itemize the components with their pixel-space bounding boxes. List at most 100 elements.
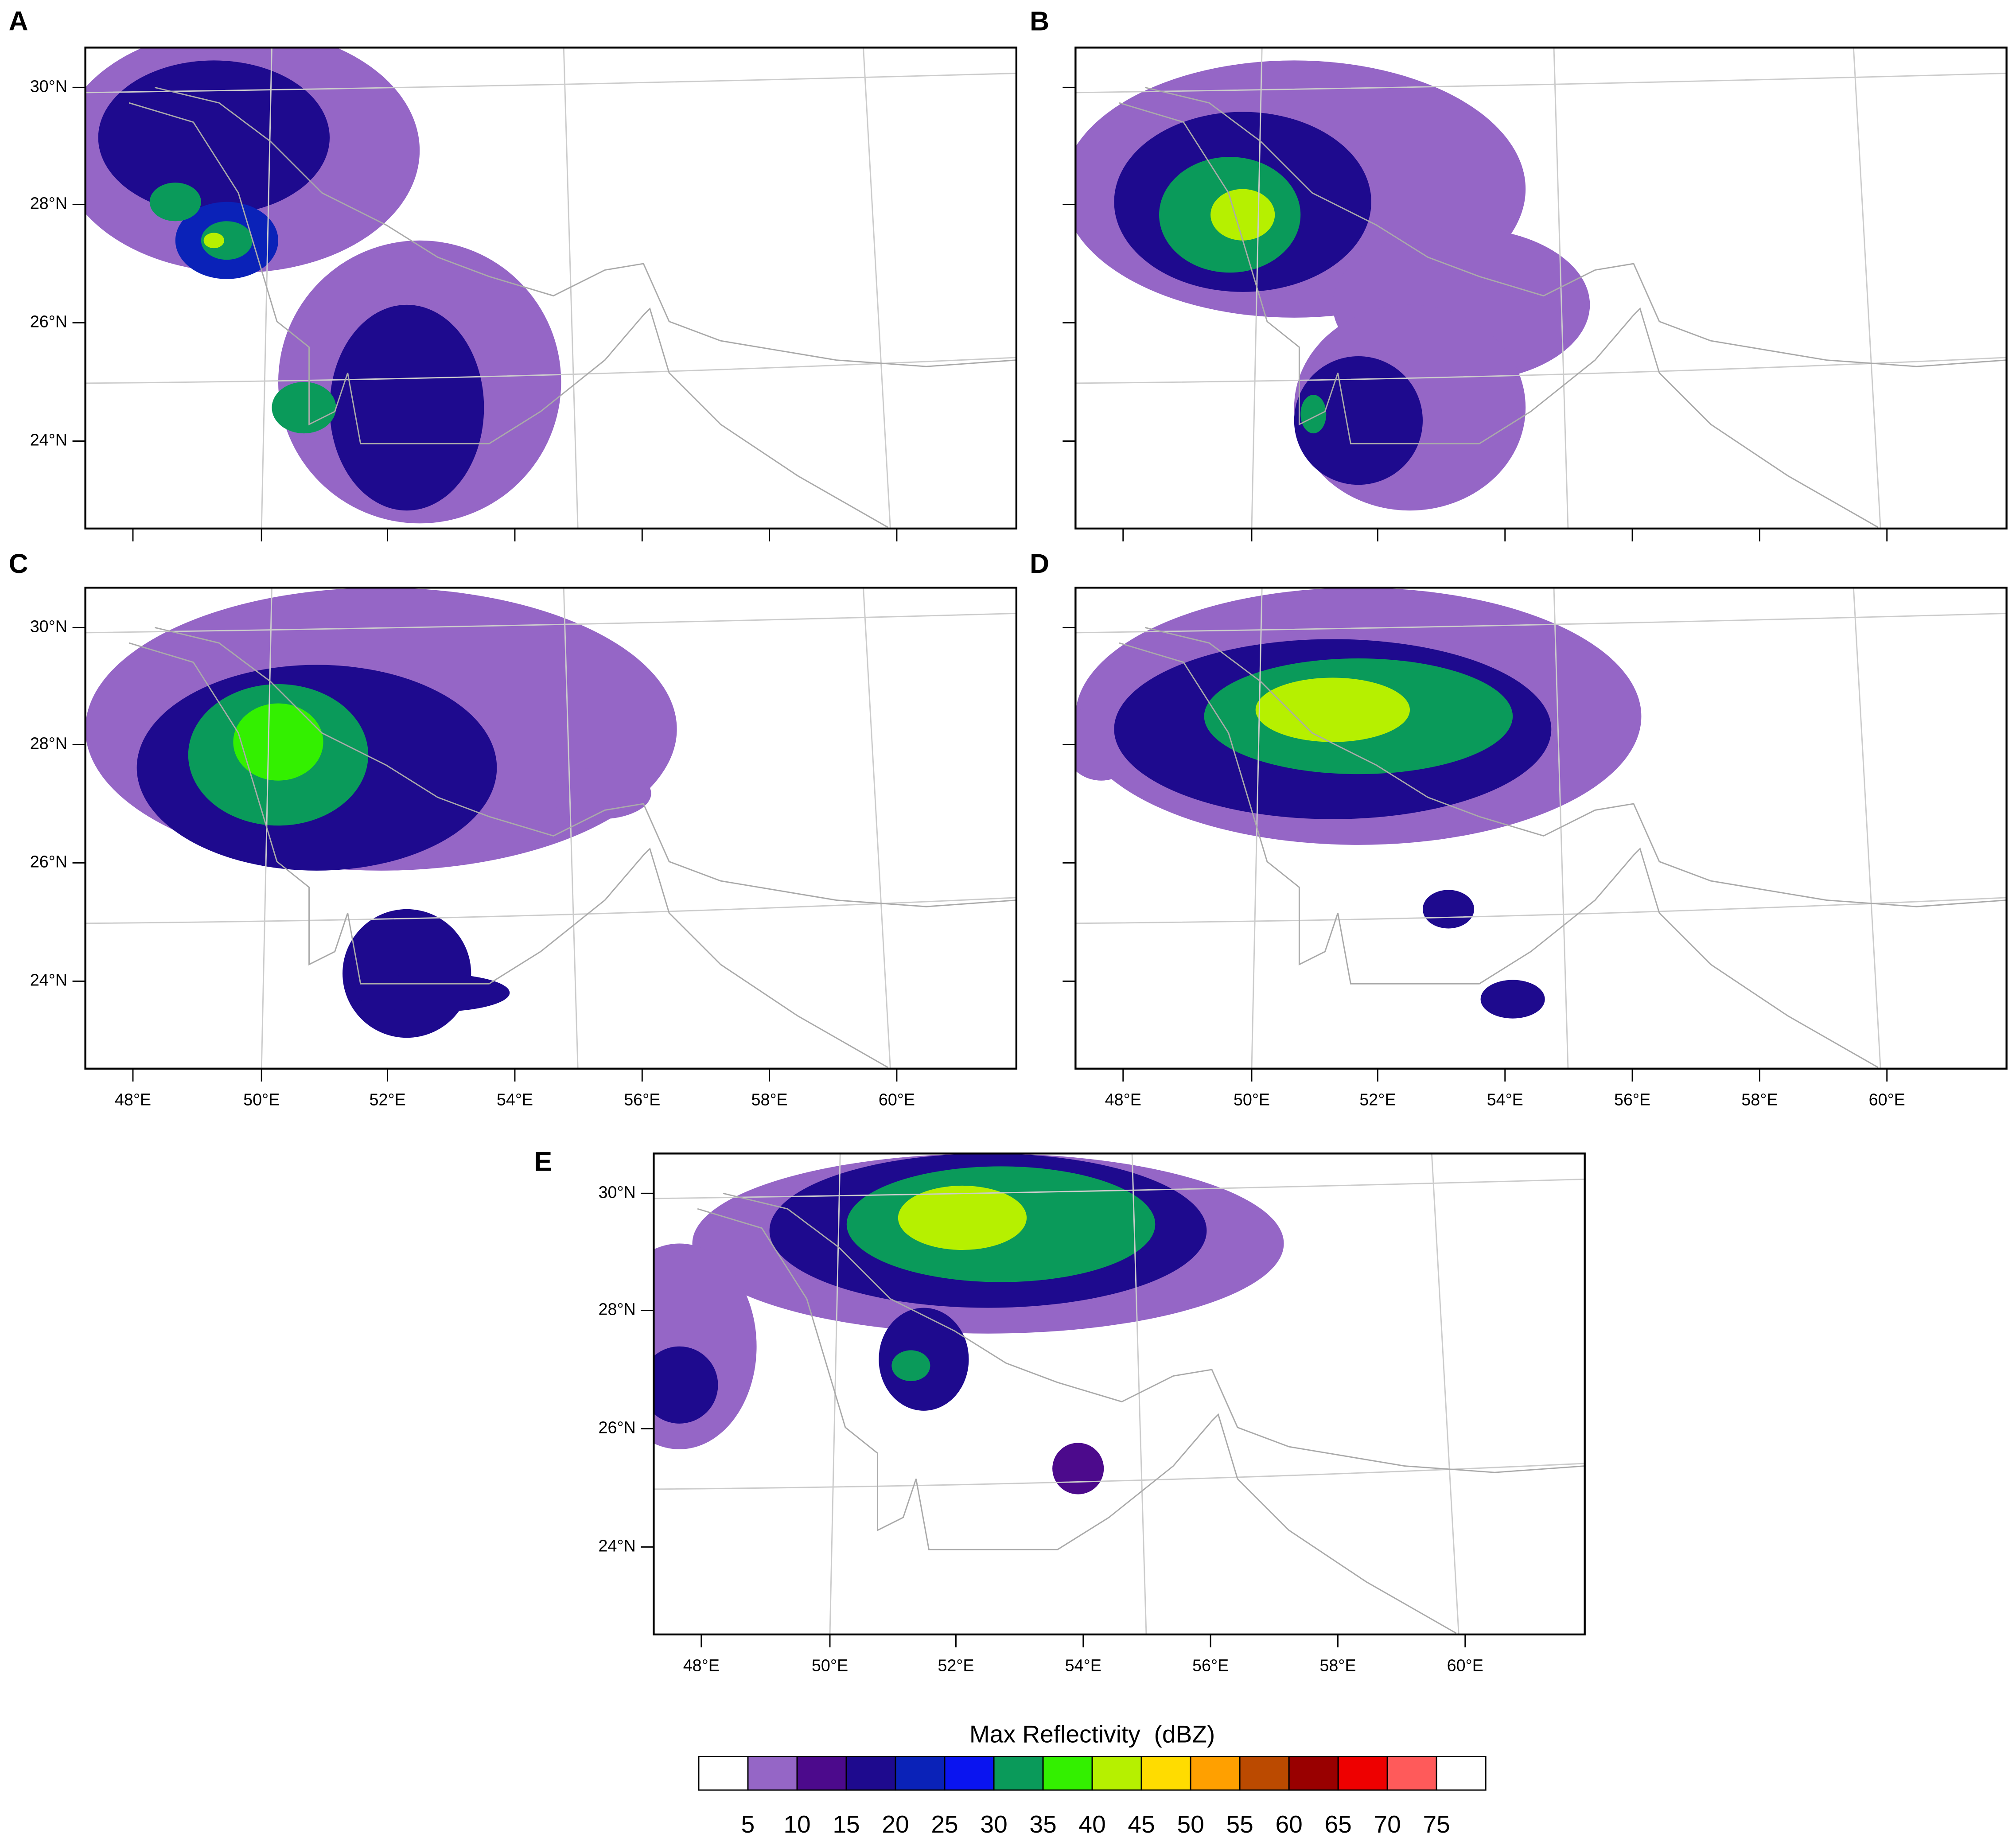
lon-label: 50°E xyxy=(243,1090,280,1109)
reflectivity-area xyxy=(98,60,330,215)
graticule xyxy=(1075,897,2007,924)
colorbar-label: 75 xyxy=(1423,1810,1450,1838)
graticule xyxy=(85,357,1016,384)
colorbar-box xyxy=(1337,1756,1388,1791)
lat-label: 24°N xyxy=(30,970,67,989)
reflectivity-area xyxy=(1422,890,1475,929)
lat-label: 26°N xyxy=(30,852,67,871)
graticule xyxy=(1431,1153,1459,1635)
reflectivity-area xyxy=(149,183,201,222)
lon-label: 58°E xyxy=(751,1090,788,1109)
coastline xyxy=(697,1208,1457,1634)
lat-label: 24°N xyxy=(30,430,67,449)
graticule xyxy=(85,72,1016,93)
map-frame xyxy=(653,1152,1586,1636)
colorbar-label: 15 xyxy=(833,1810,860,1838)
colorbar-box xyxy=(1239,1756,1290,1791)
lon-label: 60°E xyxy=(1869,1090,1905,1109)
colorbar-box xyxy=(895,1756,946,1791)
lon-label: 58°E xyxy=(1741,1090,1778,1109)
map-panel xyxy=(1062,47,2008,541)
graticule xyxy=(1075,357,2007,384)
panel-label: E xyxy=(534,1147,552,1177)
graticule xyxy=(1853,588,1881,1069)
colorbar-box xyxy=(845,1756,896,1791)
map-content xyxy=(85,588,1016,1069)
coastline xyxy=(154,86,1016,367)
coastline xyxy=(1119,102,1879,528)
colorbar-label: 65 xyxy=(1325,1810,1352,1838)
colorbar-box xyxy=(796,1756,847,1791)
colorbar-label: 45 xyxy=(1128,1810,1155,1838)
graticule xyxy=(863,588,891,1069)
graticule xyxy=(563,588,579,1069)
colorbar-box xyxy=(698,1756,749,1791)
colorbar-label: 60 xyxy=(1275,1810,1302,1838)
colorbar-label: 25 xyxy=(931,1810,958,1838)
map-frame xyxy=(84,587,1018,1070)
coastline xyxy=(128,642,888,1068)
map-frame xyxy=(1074,47,2008,530)
map-panel: 30°N 28°N 26°N 24°N xyxy=(30,47,1018,541)
graticule xyxy=(1553,588,1569,1069)
graticule xyxy=(1075,72,2007,93)
colorbar-box xyxy=(1288,1756,1339,1791)
colorbar-label: 20 xyxy=(882,1810,909,1838)
reflectivity-area xyxy=(898,1185,1027,1250)
coastline xyxy=(128,102,888,528)
graticule xyxy=(1131,1153,1147,1635)
lat-label: 26°N xyxy=(599,1418,636,1436)
reflectivity-area xyxy=(1480,980,1545,1019)
lat-label: 28°N xyxy=(599,1300,636,1318)
graticule xyxy=(863,47,891,529)
colorbar-label: 50 xyxy=(1177,1810,1204,1838)
panel-label: D xyxy=(1030,549,1049,579)
lat-label: 28°N xyxy=(30,194,67,212)
map-content xyxy=(1075,47,2007,529)
graticule xyxy=(654,1178,1585,1199)
graticule xyxy=(1853,47,1881,529)
colorbar-box xyxy=(1091,1756,1142,1791)
panel-label: C xyxy=(9,549,28,579)
coastline xyxy=(723,1192,1585,1473)
graticule xyxy=(563,47,579,529)
reflectivity-area xyxy=(342,909,471,1038)
lon-label: 50°E xyxy=(1234,1090,1270,1109)
colorbar-box xyxy=(993,1756,1044,1791)
reflectivity-area xyxy=(891,1350,930,1382)
panel-label: B xyxy=(1030,6,1049,36)
lon-label: 52°E xyxy=(1359,1090,1396,1109)
reflectivity-area xyxy=(201,221,253,260)
reflectivity-area xyxy=(203,233,225,249)
coastline xyxy=(1144,86,2007,367)
lat-label: 30°N xyxy=(599,1183,636,1201)
lon-label: 56°E xyxy=(1192,1656,1229,1674)
lon-label: 56°E xyxy=(624,1090,660,1109)
map-panel: 30°N 28°N 26°N 24°N 48°E 50°E 52°E 54°E 56°E 58°E… xyxy=(30,587,1018,1109)
colorbar-box xyxy=(1436,1756,1487,1791)
reflectivity-area xyxy=(548,767,651,819)
coastline xyxy=(1144,627,2007,907)
reflectivity-area xyxy=(330,304,484,511)
reflectivity-area xyxy=(1052,1443,1104,1495)
colorbar-label: 10 xyxy=(783,1810,810,1838)
lat-label: 30°N xyxy=(30,77,67,95)
graticule xyxy=(1075,612,2007,634)
lon-label: 54°E xyxy=(1487,1090,1523,1109)
map-content xyxy=(654,1153,1585,1635)
colorbar-label: 30 xyxy=(980,1810,1007,1838)
lon-label: 52°E xyxy=(938,1656,974,1674)
graticule xyxy=(1553,47,1569,529)
reflectivity-area xyxy=(654,1346,718,1424)
map-frame xyxy=(1074,587,2008,1070)
lon-label: 58°E xyxy=(1319,1656,1356,1674)
map-panel: 30°N 28°N 26°N 24°N 48°E 50°E 52°E 54°E 56°E 58°E… xyxy=(599,1152,1586,1674)
map-frame xyxy=(84,47,1018,530)
colorbar-label: 40 xyxy=(1078,1810,1105,1838)
graticule xyxy=(85,897,1016,924)
lon-label: 52°E xyxy=(370,1090,406,1109)
graticule xyxy=(85,612,1016,634)
reflectivity-area xyxy=(1294,356,1423,485)
lat-label: 30°N xyxy=(30,617,67,635)
lon-label: 48°E xyxy=(1105,1090,1141,1109)
